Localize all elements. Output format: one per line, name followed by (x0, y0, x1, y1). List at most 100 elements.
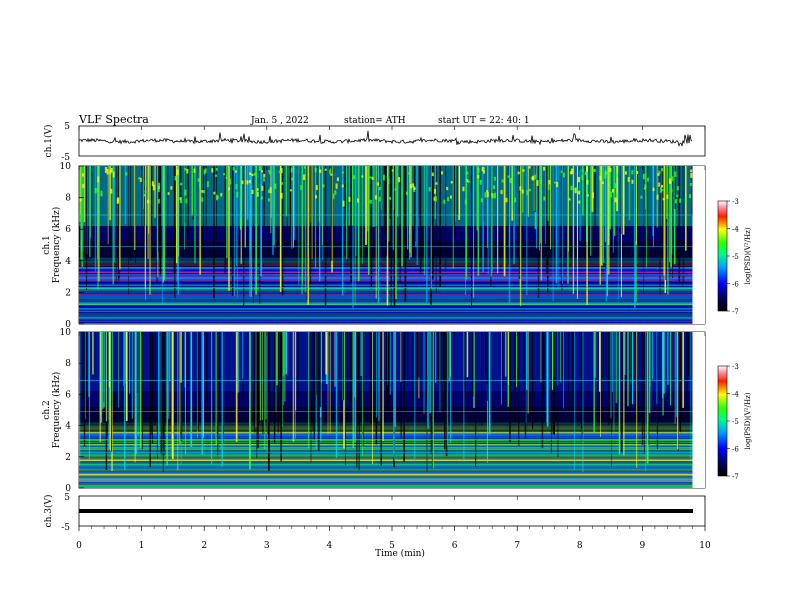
speckle (531, 175, 534, 181)
spectral-band (79, 469, 693, 471)
spectral-band (79, 295, 693, 297)
speckle (604, 172, 607, 179)
spectral-band (79, 297, 693, 299)
ch2-colorbar-label: log(PSD)(V²/Hz) (744, 392, 752, 449)
spectral-band (79, 470, 693, 472)
ch1-ytick-bottom: -5 (61, 153, 70, 163)
spectral-band (79, 279, 693, 281)
speckle (486, 190, 489, 193)
speckle (581, 169, 584, 173)
speckle (659, 186, 662, 193)
x-tick-label: 0 (76, 541, 82, 551)
spectral-band (79, 273, 693, 275)
spectral-band (79, 299, 693, 301)
speckle (269, 171, 272, 175)
x-tick-label: 6 (452, 541, 458, 551)
ch1-spectrogram-panel: 0 2 4 6 8 10 ch.1 Frequency (kHz) (42, 162, 706, 330)
speckle (656, 194, 659, 200)
colorbar-tick-label: -4 (732, 226, 739, 234)
speckle (246, 180, 249, 185)
speckle (330, 173, 333, 176)
speckle (689, 194, 692, 199)
spectral-band (79, 269, 693, 270)
speckle (609, 167, 612, 172)
spectral-band (79, 467, 693, 469)
spectral-band (79, 283, 693, 285)
speckle (679, 198, 682, 203)
speckle (176, 199, 179, 202)
speckle (486, 191, 489, 198)
speckle (319, 169, 322, 173)
y-tick-label: 0 (65, 484, 71, 494)
spectral-band (79, 318, 693, 320)
x-tick-label: 5 (389, 541, 395, 551)
y-tick-label: 8 (65, 359, 71, 369)
speckle (262, 178, 265, 182)
spectral-band (79, 285, 693, 287)
speckle (462, 186, 465, 192)
x-axis-label: Time (min) (375, 548, 425, 559)
speckle (521, 189, 524, 194)
start-time-label: start UT = 22: 40: 1 (438, 116, 530, 126)
speckle (398, 177, 401, 183)
speckle (394, 188, 397, 191)
colorbar-tick-label: -4 (732, 391, 739, 399)
ch3-trace (79, 509, 693, 513)
spectral-band (79, 457, 693, 459)
colorbar-tick-label: -7 (732, 473, 739, 481)
speckle (431, 172, 434, 177)
spectral-band (79, 304, 693, 306)
speckle (158, 182, 161, 187)
y-tick-label: 0 (65, 320, 71, 330)
speckle (477, 175, 480, 179)
speckle (170, 186, 173, 190)
spectral-band (79, 291, 693, 293)
speckle (186, 168, 189, 174)
speckle (581, 174, 584, 180)
speckle (616, 193, 619, 199)
colorbar-tick-label: -3 (732, 363, 739, 371)
speckle (260, 196, 263, 200)
speckle (256, 191, 259, 197)
spectral-band (79, 440, 693, 442)
speckle (139, 177, 142, 183)
spectral-band (79, 314, 693, 316)
speckle (332, 193, 335, 200)
spectral-band (79, 448, 693, 450)
speckle (370, 200, 373, 204)
x-tick-label: 8 (577, 541, 583, 551)
speckle (179, 199, 182, 204)
spectral-band (79, 307, 693, 309)
spectral-band (79, 316, 693, 318)
spectral-band (79, 305, 693, 306)
speckle (112, 171, 115, 178)
spectral-band (79, 464, 693, 466)
ch3-ytick-bottom: -5 (61, 523, 70, 533)
speckle (658, 182, 661, 187)
speckle (249, 172, 252, 175)
spectral-band (79, 290, 693, 292)
speckle (278, 170, 281, 174)
spectral-band (79, 270, 693, 272)
speckle (329, 168, 332, 175)
spectral-band (79, 482, 693, 484)
speckle (104, 166, 107, 173)
spectral-band (79, 281, 693, 283)
speckle (568, 198, 571, 201)
spectral-band (79, 462, 693, 464)
speckle (643, 187, 646, 190)
spectral-band (79, 303, 693, 305)
speckle (211, 168, 214, 173)
spectral-band (79, 479, 693, 481)
speckle (147, 199, 150, 204)
speckle (670, 188, 673, 193)
speckle (586, 179, 589, 185)
speckle (314, 167, 317, 173)
colorbar-tick-label: -3 (732, 198, 739, 206)
speckle (179, 197, 182, 201)
ch1-spec-ylabel-line1: ch.1 (42, 235, 52, 254)
spectral-band (79, 271, 693, 273)
station-label: station= ATH (344, 116, 406, 126)
speckle (214, 174, 217, 177)
ch1-waveform-panel: 5 -5 ch.1(V) (43, 122, 706, 163)
